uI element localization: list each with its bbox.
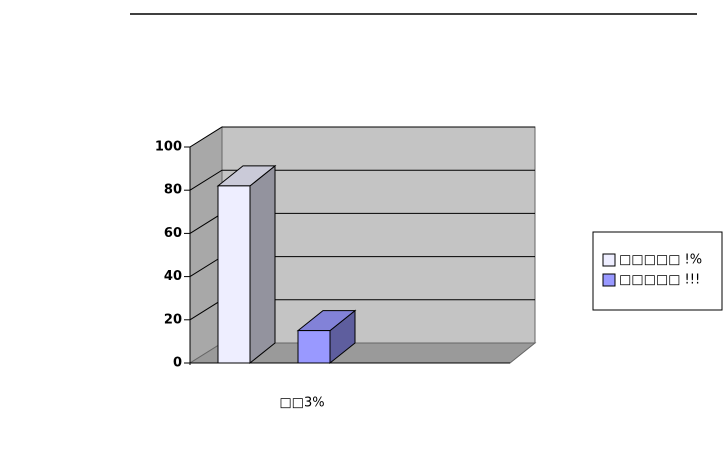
legend [592, 231, 723, 311]
y-tick-label: 40 [164, 269, 182, 284]
grid-line [189, 126, 535, 148]
bar-side [249, 164, 276, 365]
legend-swatch [602, 273, 616, 287]
y-tick-label: 100 [155, 140, 182, 155]
legend-entries: □□□□□ !% □□□□□ !!! [602, 253, 702, 288]
legend-label: □□□□□ !% [619, 253, 702, 268]
side-wall [189, 126, 223, 364]
y-tick-label: 80 [164, 183, 182, 198]
legend-swatch [602, 253, 616, 267]
bar [217, 185, 251, 364]
bar [297, 330, 331, 364]
bars [216, 164, 357, 365]
x-tick-label: □□3% [279, 396, 324, 411]
grid-line [189, 169, 535, 191]
y-tick-label: 60 [164, 226, 182, 241]
legend-label: □□□□□ !!! [619, 273, 700, 288]
y-tick-label: 0 [173, 356, 182, 371]
y-tick-label: 20 [164, 312, 182, 327]
